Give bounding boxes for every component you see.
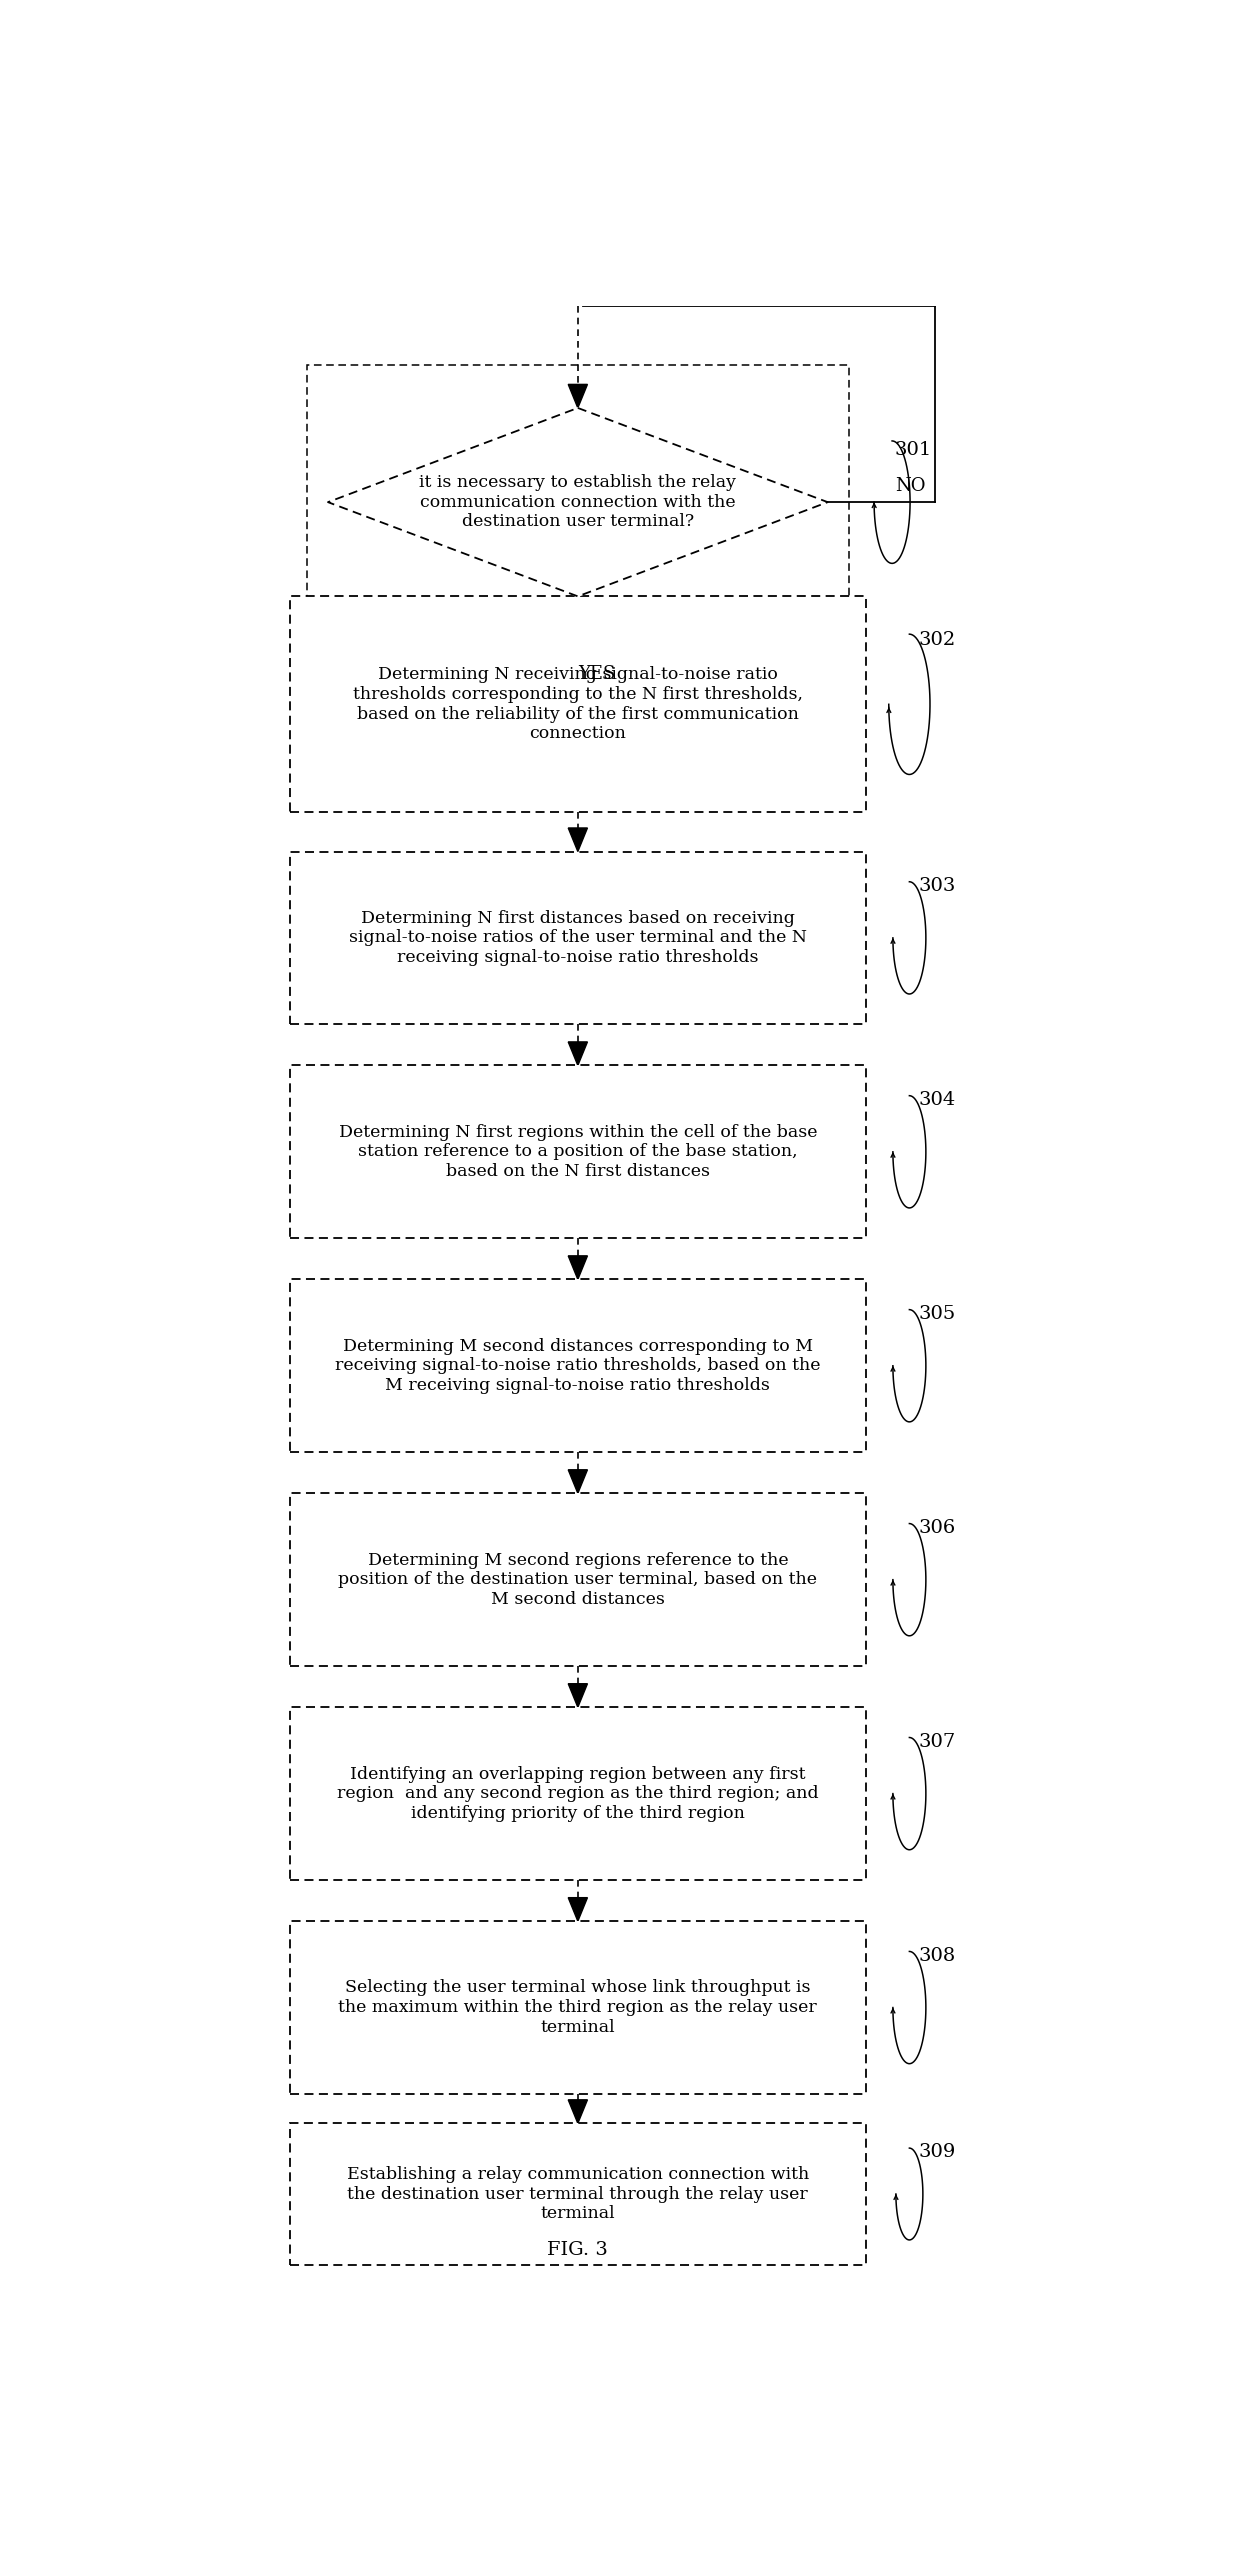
Polygon shape xyxy=(568,2100,588,2123)
Bar xyxy=(290,2123,867,2264)
Text: Establishing a relay communication connection with
the destination user terminal: Establishing a relay communication conne… xyxy=(347,2167,808,2223)
Bar xyxy=(290,1708,867,1881)
Polygon shape xyxy=(327,408,828,596)
Bar xyxy=(290,1494,867,1667)
Text: Determining M second distances corresponding to M
receiving signal-to-noise rati: Determining M second distances correspon… xyxy=(335,1338,821,1394)
Bar xyxy=(290,1922,867,2093)
Text: Determining N first regions within the cell of the base
station reference to a p: Determining N first regions within the c… xyxy=(339,1124,817,1180)
Text: 302: 302 xyxy=(919,630,956,647)
Text: 305: 305 xyxy=(919,1305,956,1323)
Bar xyxy=(306,365,849,640)
Polygon shape xyxy=(568,385,588,408)
Polygon shape xyxy=(568,1471,588,1494)
Text: 306: 306 xyxy=(919,1519,956,1537)
Text: Selecting the user terminal whose link throughput is
the maximum within the thir: Selecting the user terminal whose link t… xyxy=(339,1981,817,2037)
Text: 303: 303 xyxy=(919,877,956,895)
Text: YES: YES xyxy=(578,665,616,683)
Text: Determining M second regions reference to the
position of the destination user t: Determining M second regions reference t… xyxy=(339,1552,817,1608)
Text: 308: 308 xyxy=(919,1947,956,1965)
Text: NO: NO xyxy=(895,477,925,495)
Text: Identifying an overlapping region between any first
region  and any second regio: Identifying an overlapping region betwee… xyxy=(337,1766,818,1823)
Text: 309: 309 xyxy=(919,2144,956,2162)
Polygon shape xyxy=(568,1685,588,1708)
Bar xyxy=(290,1065,867,1239)
Text: 301: 301 xyxy=(895,441,932,459)
Text: Determining N receiving signal-to-noise ratio
thresholds corresponding to the N : Determining N receiving signal-to-noise … xyxy=(353,665,802,742)
Polygon shape xyxy=(568,574,588,596)
Text: 307: 307 xyxy=(919,1733,956,1751)
Polygon shape xyxy=(568,1896,588,1922)
Text: FIG. 3: FIG. 3 xyxy=(547,2241,609,2258)
Polygon shape xyxy=(568,1043,588,1065)
Text: it is necessary to establish the relay
communication connection with the
destina: it is necessary to establish the relay c… xyxy=(419,474,737,530)
Bar xyxy=(290,851,867,1025)
Polygon shape xyxy=(568,828,588,851)
Text: 304: 304 xyxy=(919,1091,956,1109)
Text: Determining N first distances based on receiving
signal-to-noise ratios of the u: Determining N first distances based on r… xyxy=(348,910,807,966)
Polygon shape xyxy=(568,1257,588,1280)
Bar xyxy=(290,596,867,813)
Bar xyxy=(290,1280,867,1453)
